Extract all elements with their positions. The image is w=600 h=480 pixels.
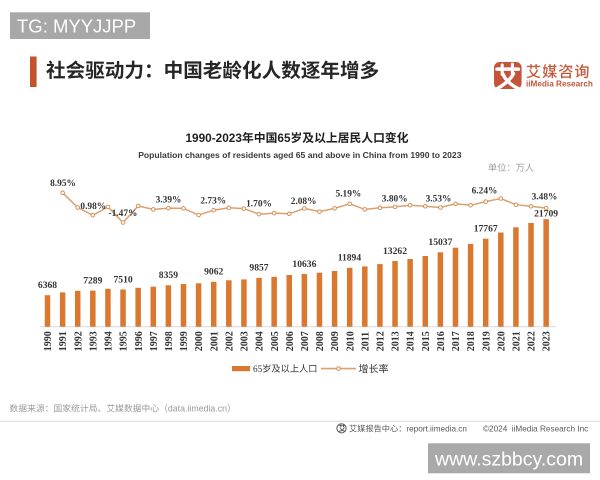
svg-text:2021: 2021 (512, 331, 523, 351)
svg-text:17767: 17767 (474, 224, 498, 235)
svg-text:data.iimedia.cn: data.iimedia.cn (168, 404, 227, 414)
svg-text:iiMedia Research: iiMedia Research (526, 80, 593, 89)
svg-text:2022: 2022 (527, 331, 538, 351)
svg-text:2003: 2003 (240, 331, 251, 351)
svg-text:2005: 2005 (270, 331, 281, 351)
svg-text:1998: 1998 (164, 331, 175, 351)
svg-text:2015: 2015 (421, 331, 432, 351)
svg-text:-1.47%: -1.47% (109, 209, 138, 219)
svg-text:2014: 2014 (406, 331, 417, 351)
svg-text:2018: 2018 (466, 331, 477, 351)
svg-text:2002: 2002 (224, 331, 235, 351)
svg-text:13262: 13262 (383, 246, 407, 257)
svg-text:1994: 1994 (104, 331, 115, 351)
svg-text:2.08%: 2.08% (291, 197, 317, 207)
svg-text:1996: 1996 (134, 331, 145, 351)
svg-text:1992: 1992 (73, 331, 84, 351)
svg-text:3.39%: 3.39% (156, 196, 182, 206)
svg-text:2019: 2019 (481, 331, 492, 351)
svg-text:7510: 7510 (114, 274, 133, 285)
svg-text:2011: 2011 (360, 332, 371, 351)
svg-text:1.70%: 1.70% (246, 200, 272, 210)
svg-text:2004: 2004 (255, 331, 266, 351)
svg-text:9857: 9857 (249, 263, 268, 274)
svg-text:8.95%: 8.95% (50, 179, 76, 189)
svg-text:1997: 1997 (149, 331, 160, 351)
svg-text:Population changes of resident: Population changes of residents aged 65 … (138, 150, 462, 160)
svg-text:2001: 2001 (209, 331, 220, 351)
svg-text:21709: 21709 (534, 209, 558, 220)
svg-text:2009: 2009 (330, 331, 341, 351)
svg-text:3.48%: 3.48% (532, 193, 558, 203)
svg-text:1990-2023: 1990-2023 (186, 131, 243, 145)
svg-text:2000: 2000 (194, 331, 205, 351)
svg-text:7289: 7289 (83, 275, 102, 286)
svg-text:1999: 1999 (179, 331, 190, 351)
svg-text:3.80%: 3.80% (382, 195, 408, 205)
svg-text:2013: 2013 (391, 331, 402, 351)
svg-text:2008: 2008 (315, 331, 326, 351)
svg-text:2006: 2006 (285, 331, 296, 351)
svg-text:10636: 10636 (292, 259, 316, 270)
svg-text:6368: 6368 (38, 280, 57, 291)
svg-text:1993: 1993 (88, 331, 99, 351)
svg-text:©2024 iiMedia Research Inc: ©2024 iiMedia Research Inc (483, 425, 588, 434)
svg-text:1990: 1990 (43, 331, 54, 351)
svg-text:1991: 1991 (58, 331, 69, 351)
svg-text:2007: 2007 (300, 331, 311, 351)
svg-text:2023: 2023 (542, 331, 553, 351)
svg-text:TG: MYYJJPP: TG: MYYJJPP (17, 16, 136, 37)
svg-text:15037: 15037 (428, 237, 452, 248)
svg-text:2.73%: 2.73% (200, 196, 226, 206)
svg-text:1995: 1995 (119, 331, 130, 351)
svg-text:65: 65 (253, 364, 263, 374)
svg-text:2016: 2016 (436, 331, 447, 351)
svg-text:65: 65 (277, 131, 291, 145)
svg-text:2020: 2020 (496, 331, 507, 351)
svg-text:2017: 2017 (451, 331, 462, 351)
svg-text:11894: 11894 (338, 253, 362, 264)
svg-text:www.szbbcy.com: www.szbbcy.com (434, 448, 583, 470)
svg-text:5.19%: 5.19% (336, 190, 362, 200)
svg-text:2010: 2010 (345, 331, 356, 351)
svg-text:9062: 9062 (204, 267, 223, 278)
svg-text:3.53%: 3.53% (426, 195, 452, 205)
svg-text:8359: 8359 (159, 270, 178, 281)
svg-text:report.iimedia.cn: report.iimedia.cn (406, 425, 467, 434)
svg-text:0.98%: 0.98% (80, 202, 106, 212)
svg-text:6.24%: 6.24% (472, 186, 498, 196)
svg-text:2012: 2012 (376, 331, 387, 351)
